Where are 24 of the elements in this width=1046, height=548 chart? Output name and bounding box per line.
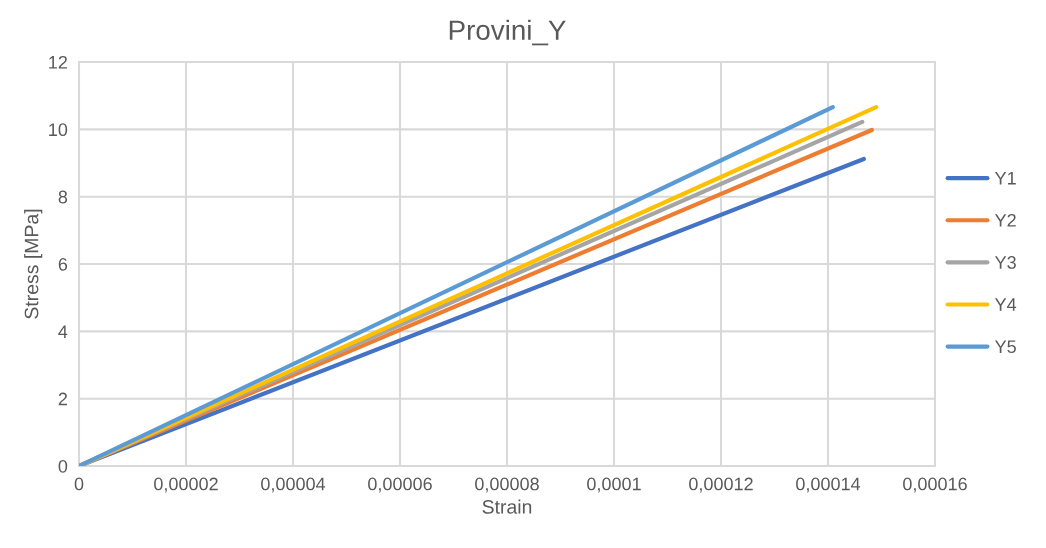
- x-tick-label: 0: [74, 477, 84, 491]
- legend-label: Y1: [994, 172, 1016, 185]
- chart-title: Provini_Y: [449, 19, 566, 46]
- x-tick-label: 0,00014: [796, 477, 861, 493]
- legend-label: Y5: [994, 340, 1016, 354]
- x-tick-label: 0,0001: [587, 477, 641, 493]
- y-tick-label: 10: [49, 123, 68, 137]
- x-tick-label: 0,00006: [368, 477, 432, 493]
- y-tick-label: 4: [58, 325, 68, 338]
- y-tick-label: 8: [58, 190, 68, 204]
- legend-label: Y3: [994, 256, 1016, 269]
- x-tick-label: 0,00004: [261, 477, 326, 493]
- x-tick-label: 0,00012: [689, 477, 753, 493]
- y-axis-title: Stress [MPa]: [24, 209, 43, 319]
- x-tick-label: 0,00002: [154, 477, 218, 493]
- x-tick-label: 0,00016: [903, 477, 967, 493]
- x-tick-label: 0,00008: [475, 477, 539, 493]
- legend-label: Y4: [994, 298, 1017, 311]
- y-tick-label: 2: [58, 392, 67, 406]
- x-axis-title: Strain: [482, 499, 532, 514]
- legend-label: Y2: [994, 213, 1016, 227]
- y-tick-label: 6: [58, 257, 68, 271]
- y-tick-label: 0: [58, 459, 68, 473]
- y-tick-label: 12: [49, 55, 67, 69]
